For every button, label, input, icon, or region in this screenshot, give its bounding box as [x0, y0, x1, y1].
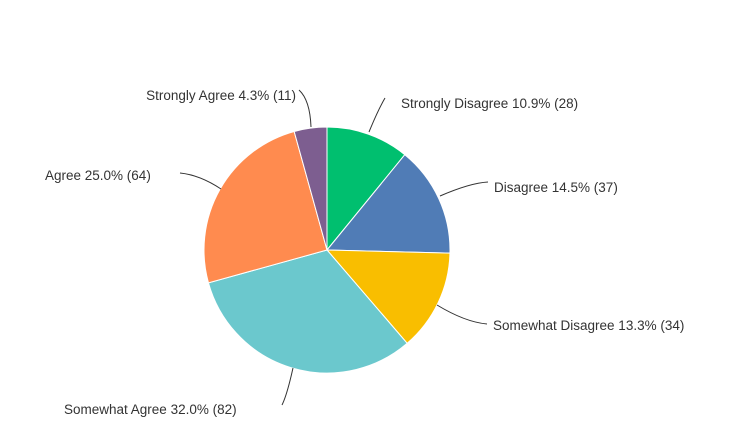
data-label: Somewhat Agree 32.0% (82) — [64, 402, 237, 417]
pie-slice-disagree — [325, 154, 451, 254]
data-label: Somewhat Disagree 13.3% (34) — [493, 318, 684, 333]
data-label: Disagree 14.5% (37) — [494, 180, 618, 195]
pie-slice-strongly-disagree — [326, 126, 406, 252]
leader-line — [439, 181, 489, 197]
pie-slice-somewhat-agree — [207, 249, 408, 374]
leader-line — [179, 172, 222, 190]
leader-line — [368, 97, 386, 133]
pie-slice-strongly-agree — [293, 126, 328, 251]
data-label: Agree 25.0% (64) — [45, 168, 151, 183]
leader-line — [281, 367, 294, 406]
leader-line — [298, 89, 312, 128]
pie-slice-somewhat-disagree — [325, 249, 451, 344]
pie-slice-agree — [203, 130, 328, 284]
data-label: Strongly Agree 4.3% (11) — [146, 88, 296, 103]
data-label: Strongly Disagree 10.9% (28) — [401, 96, 578, 111]
leader-line — [436, 304, 488, 325]
